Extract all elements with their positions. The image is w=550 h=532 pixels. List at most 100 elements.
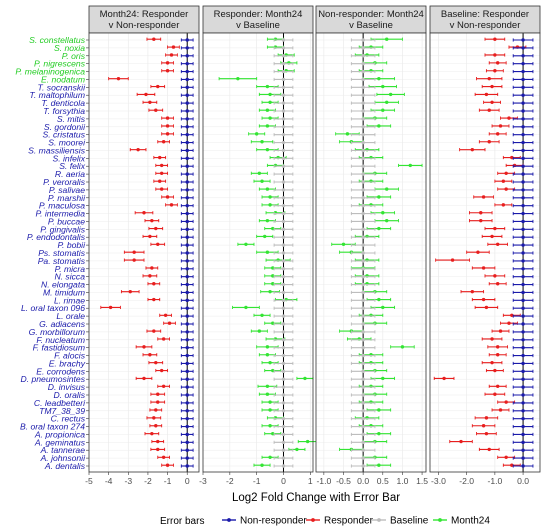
data-point xyxy=(504,455,508,460)
data-point xyxy=(521,101,525,105)
data-point xyxy=(185,290,189,295)
data-point xyxy=(185,409,189,413)
data-point xyxy=(521,203,525,208)
data-point xyxy=(165,116,170,120)
data-point xyxy=(171,45,176,49)
data-point xyxy=(281,464,286,468)
data-point xyxy=(265,384,270,389)
data-point xyxy=(501,203,506,207)
data-point xyxy=(361,101,365,105)
data-point xyxy=(281,322,286,326)
data-point xyxy=(361,140,365,145)
data-point xyxy=(484,92,489,97)
data-point xyxy=(165,463,170,467)
data-point xyxy=(268,203,272,207)
data-point xyxy=(361,448,365,452)
data-point xyxy=(361,132,365,137)
legend-key-point xyxy=(377,518,381,522)
species-label: N. elongata xyxy=(41,280,85,290)
data-point xyxy=(185,85,189,90)
data-point xyxy=(185,385,189,389)
data-point xyxy=(169,53,174,57)
data-point xyxy=(281,393,286,397)
data-point xyxy=(361,69,365,74)
data-point xyxy=(361,369,365,374)
data-point xyxy=(268,408,272,412)
data-point xyxy=(158,155,162,160)
data-point xyxy=(510,155,514,160)
data-point xyxy=(361,282,365,287)
data-point xyxy=(493,53,497,57)
facet-strip xyxy=(88,5,200,34)
data-point xyxy=(361,46,365,50)
data-point xyxy=(493,368,497,373)
data-point xyxy=(484,416,489,420)
data-point xyxy=(165,69,170,73)
data-point xyxy=(185,282,189,287)
species-label: T. maltophilum xyxy=(29,90,85,100)
legend-item-label: Baseline xyxy=(390,516,429,527)
data-point xyxy=(142,211,146,215)
data-point xyxy=(281,456,286,460)
data-point xyxy=(185,61,189,66)
data-point xyxy=(271,266,275,270)
data-point xyxy=(361,314,365,318)
data-point xyxy=(521,322,525,326)
legend-key-point xyxy=(311,518,315,522)
x-axis-title: Log2 Fold Change with Error Bar xyxy=(232,492,400,504)
data-point xyxy=(490,337,494,341)
data-point xyxy=(504,187,508,191)
data-point xyxy=(521,219,525,224)
data-point xyxy=(521,117,525,121)
data-point xyxy=(268,100,272,105)
data-point xyxy=(470,147,475,152)
data-point xyxy=(521,61,525,66)
data-point xyxy=(185,117,189,121)
data-point xyxy=(495,384,500,389)
data-point xyxy=(281,432,286,437)
data-point xyxy=(116,76,121,81)
x-tick-label: 0 xyxy=(185,476,190,486)
data-point xyxy=(185,164,189,168)
data-point xyxy=(281,424,286,429)
species-label: E. brachy xyxy=(49,358,86,368)
series-responder xyxy=(100,37,180,467)
data-point xyxy=(495,132,500,136)
data-point xyxy=(490,234,494,239)
data-point xyxy=(521,385,525,389)
data-point xyxy=(521,140,525,145)
series-baseline xyxy=(273,38,294,468)
data-point xyxy=(361,180,365,184)
species-label: S. infelix xyxy=(53,153,86,163)
species-label: Ps. stomatis xyxy=(38,248,86,258)
data-point xyxy=(381,305,385,310)
data-point xyxy=(132,250,136,254)
data-point xyxy=(185,377,189,381)
species-label: S. gordonii xyxy=(44,122,86,132)
data-point xyxy=(361,38,365,42)
data-point xyxy=(185,456,189,460)
data-point xyxy=(521,38,525,42)
data-point xyxy=(521,369,525,374)
species-label: P. maculosa xyxy=(39,201,85,211)
data-point xyxy=(185,196,189,200)
data-point xyxy=(152,37,156,41)
data-point xyxy=(185,432,189,437)
data-point xyxy=(281,180,286,184)
data-point xyxy=(281,243,286,247)
data-point xyxy=(161,337,166,341)
data-point xyxy=(185,243,189,247)
data-point xyxy=(265,187,270,191)
data-point xyxy=(159,171,164,176)
data-point xyxy=(361,227,365,232)
data-point xyxy=(400,345,405,349)
species-label: T. forsythia xyxy=(43,106,85,116)
species-label: D. invisus xyxy=(48,382,86,392)
data-point xyxy=(481,424,486,428)
x-tick-label: -1.0 xyxy=(487,476,502,486)
data-point xyxy=(244,242,248,247)
data-point xyxy=(385,218,389,223)
data-point xyxy=(521,46,525,50)
